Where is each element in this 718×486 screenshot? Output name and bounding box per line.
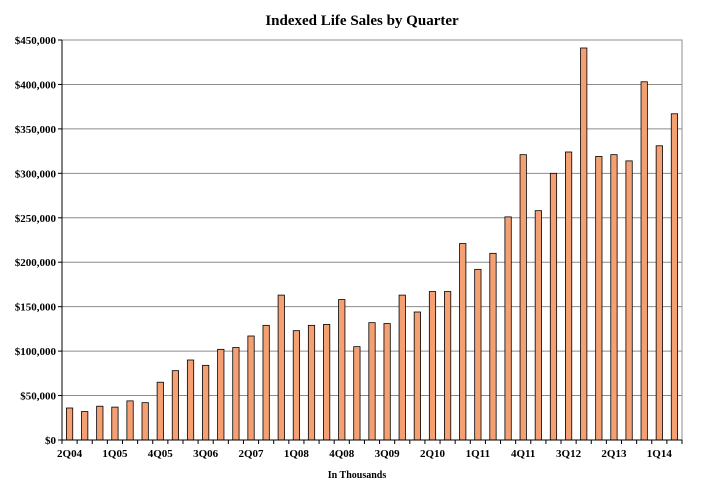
x-tick-label: 1Q05 (102, 448, 128, 460)
bar-2Q07 (247, 335, 255, 441)
bar-1Q12 (534, 210, 542, 441)
bar-4Q06 (217, 348, 225, 441)
bar-2Q08 (307, 324, 316, 441)
bar-4Q08 (338, 299, 346, 441)
bar-1Q08 (292, 330, 300, 441)
x-tick-label: 3Q12 (556, 448, 582, 460)
y-tick-label: $400,000 (15, 79, 57, 91)
x-tick-label: 4Q08 (329, 448, 355, 460)
bar-1Q13 (595, 156, 603, 441)
bar-1Q09 (353, 346, 361, 441)
bar-1Q11 (474, 268, 482, 441)
bar-2Q12 (549, 172, 558, 441)
y-tick-label: $150,000 (15, 302, 57, 314)
bar-2Q11 (489, 252, 497, 441)
bar-3Q10 (444, 291, 452, 441)
bar-3Q12 (565, 151, 573, 441)
chart-title: Indexed Life Sales by Quarter (265, 13, 459, 29)
y-tick-label: $200,000 (15, 257, 57, 269)
bar-2Q14 (670, 113, 679, 441)
bar-4Q10 (459, 243, 467, 441)
x-tick-label: 1Q08 (284, 448, 310, 460)
bar-1Q06 (171, 370, 179, 441)
y-tick-label: $50,000 (20, 391, 56, 403)
bar-4Q12 (580, 47, 588, 441)
bar-2Q04 (65, 407, 74, 441)
y-axis: $0 $50,000 $100,000 $150,000 $200,000 $250,00… (15, 35, 63, 447)
bar-3Q13 (625, 160, 633, 441)
bar-2Q06 (186, 359, 195, 441)
bar-1Q07 (232, 347, 240, 441)
bar-1Q05 (111, 406, 119, 441)
y-tick-label: $300,000 (15, 168, 57, 180)
bar-4Q11 (519, 154, 527, 441)
x-tick-label: 2Q10 (420, 448, 446, 460)
y-tick-label: $450,000 (15, 35, 57, 47)
x-tick-label: 2Q07 (238, 448, 264, 460)
bar-2Q10 (428, 291, 437, 441)
bar-3Q11 (504, 216, 512, 441)
y-tick-label: $250,000 (15, 213, 57, 225)
bar-4Q09 (398, 294, 406, 441)
x-tick-label: 1Q11 (466, 448, 490, 460)
bar-4Q05 (156, 381, 164, 441)
bars (65, 47, 679, 441)
bar-4Q07 (277, 294, 285, 441)
bar-4Q04 (96, 405, 104, 441)
x-tick-label: 4Q05 (148, 448, 174, 460)
x-axis-label: In Thousands (328, 470, 387, 481)
bar-3Q04 (81, 411, 89, 441)
bar-3Q05 (141, 402, 149, 441)
bar-3Q07 (262, 324, 270, 441)
x-tick-label: 2Q04 (57, 448, 83, 460)
bar-2Q09 (368, 322, 376, 441)
x-tick-label: 1Q14 (647, 448, 673, 460)
bar-2Q05 (126, 400, 134, 441)
y-tick-label: $100,000 (15, 346, 57, 358)
x-tick-label: 4Q11 (511, 448, 535, 460)
y-tick-label: $350,000 (15, 124, 57, 136)
bar-3Q08 (323, 324, 331, 441)
x-axis: 2Q04 1Q05 4Q05 3Q06 2Q07 1Q08 4Q08 3Q09 2Q10 1Q11… (57, 439, 683, 460)
x-tick-label: 3Q06 (193, 448, 219, 460)
bar-1Q10 (413, 311, 421, 441)
x-tick-label: 3Q09 (375, 448, 401, 460)
y-tick-label: $0 (45, 435, 57, 447)
bar-2Q13 (610, 154, 618, 441)
bar-3Q09 (383, 323, 391, 441)
bar-4Q13 (640, 81, 648, 441)
bar-1Q14 (655, 145, 663, 441)
x-tick-label: 2Q13 (601, 448, 627, 460)
bar-3Q06 (202, 364, 210, 441)
